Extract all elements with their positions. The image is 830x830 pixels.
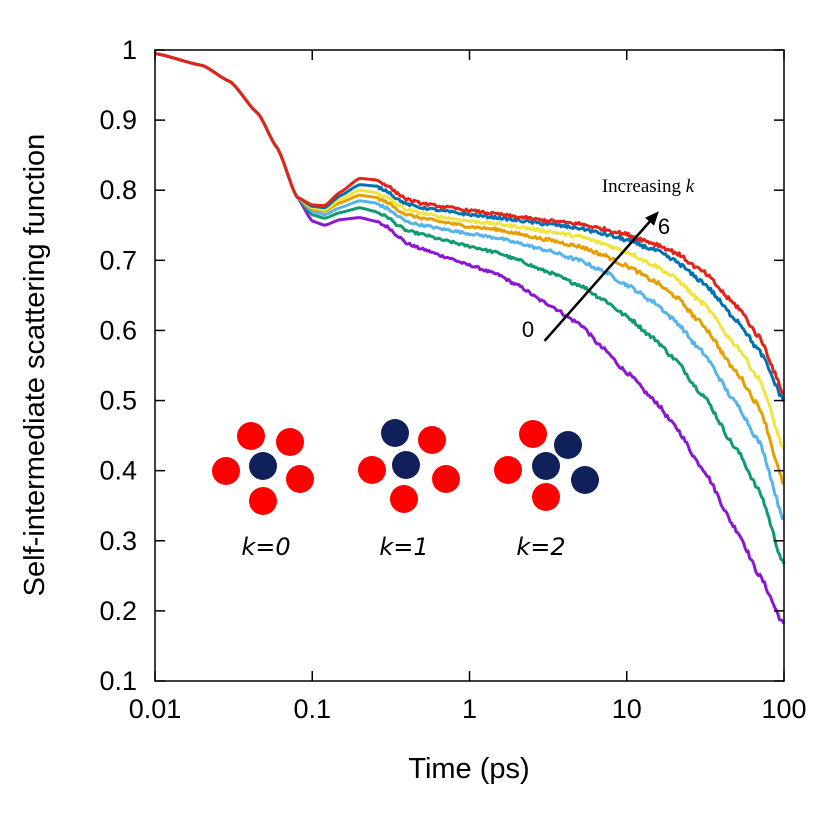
atom — [571, 466, 599, 494]
arrowhead-icon — [645, 211, 659, 226]
atom — [519, 420, 547, 448]
x-tick-label: 0.1 — [293, 694, 331, 724]
y-tick-label: 0.4 — [99, 456, 137, 486]
ticks-layer: 0.01 0.1 1 10 1000.10.20.30.40.50.60.70.80.9… — [99, 35, 806, 724]
molecule-k1: k=1 — [358, 419, 460, 561]
x-tick-label: 10 — [612, 694, 642, 724]
y-tick-label: 0.9 — [99, 105, 137, 135]
atom — [554, 431, 582, 459]
atom — [494, 456, 522, 484]
atom — [237, 422, 265, 450]
y-tick-label: 0.2 — [99, 596, 137, 626]
atom — [276, 428, 304, 456]
atom — [432, 465, 460, 493]
x-axis-title: Time (ps) — [408, 753, 529, 785]
x-tick-label: 100 — [761, 694, 806, 724]
increasing-k-label: Increasing k — [602, 176, 695, 197]
molecule-k0: k=0 — [212, 422, 314, 561]
arrow-end-label: 6 — [658, 214, 670, 239]
x-tick-label: 0.01 — [129, 694, 182, 724]
increasing-var: k — [686, 176, 695, 197]
atom — [358, 456, 386, 484]
series-layer — [154, 52, 786, 625]
atom — [212, 457, 240, 485]
y-tick-label: 0.7 — [99, 245, 137, 275]
atom — [532, 483, 560, 511]
series-line-3 — [154, 52, 785, 486]
annotation-layer: Increasing k 0 6 — [522, 176, 695, 342]
atom — [390, 485, 418, 513]
k1-label: k=1 — [379, 533, 428, 561]
y-tick-label: 0.3 — [99, 526, 137, 556]
x-tick-label: 1 — [462, 694, 477, 724]
center-atom — [532, 452, 560, 480]
k0-label: k=0 — [241, 533, 290, 561]
atom — [286, 465, 314, 493]
increasing-k-arrow — [543, 220, 651, 342]
k2-label: k=2 — [516, 533, 565, 561]
center-atom — [249, 452, 277, 480]
series-line-6 — [154, 52, 785, 395]
y-tick-label: 0.8 — [99, 175, 137, 205]
atom — [418, 426, 446, 454]
arrow-start-label: 0 — [522, 317, 534, 342]
y-tick-label: 0.5 — [99, 386, 137, 416]
atom — [381, 419, 409, 447]
y-tick-label: 0.6 — [99, 315, 137, 345]
molecule-k2: k=2 — [494, 420, 599, 561]
atom — [249, 487, 277, 515]
plot-frame — [154, 49, 785, 682]
y-axis-title: Self-intermediate scattering function — [19, 134, 51, 597]
y-tick-label: 1 — [122, 35, 137, 65]
increasing-word: Increasing — [602, 176, 682, 197]
series-line-4 — [154, 52, 786, 450]
y-tick-label: 0.1 — [99, 666, 137, 696]
center-atom — [392, 451, 420, 479]
